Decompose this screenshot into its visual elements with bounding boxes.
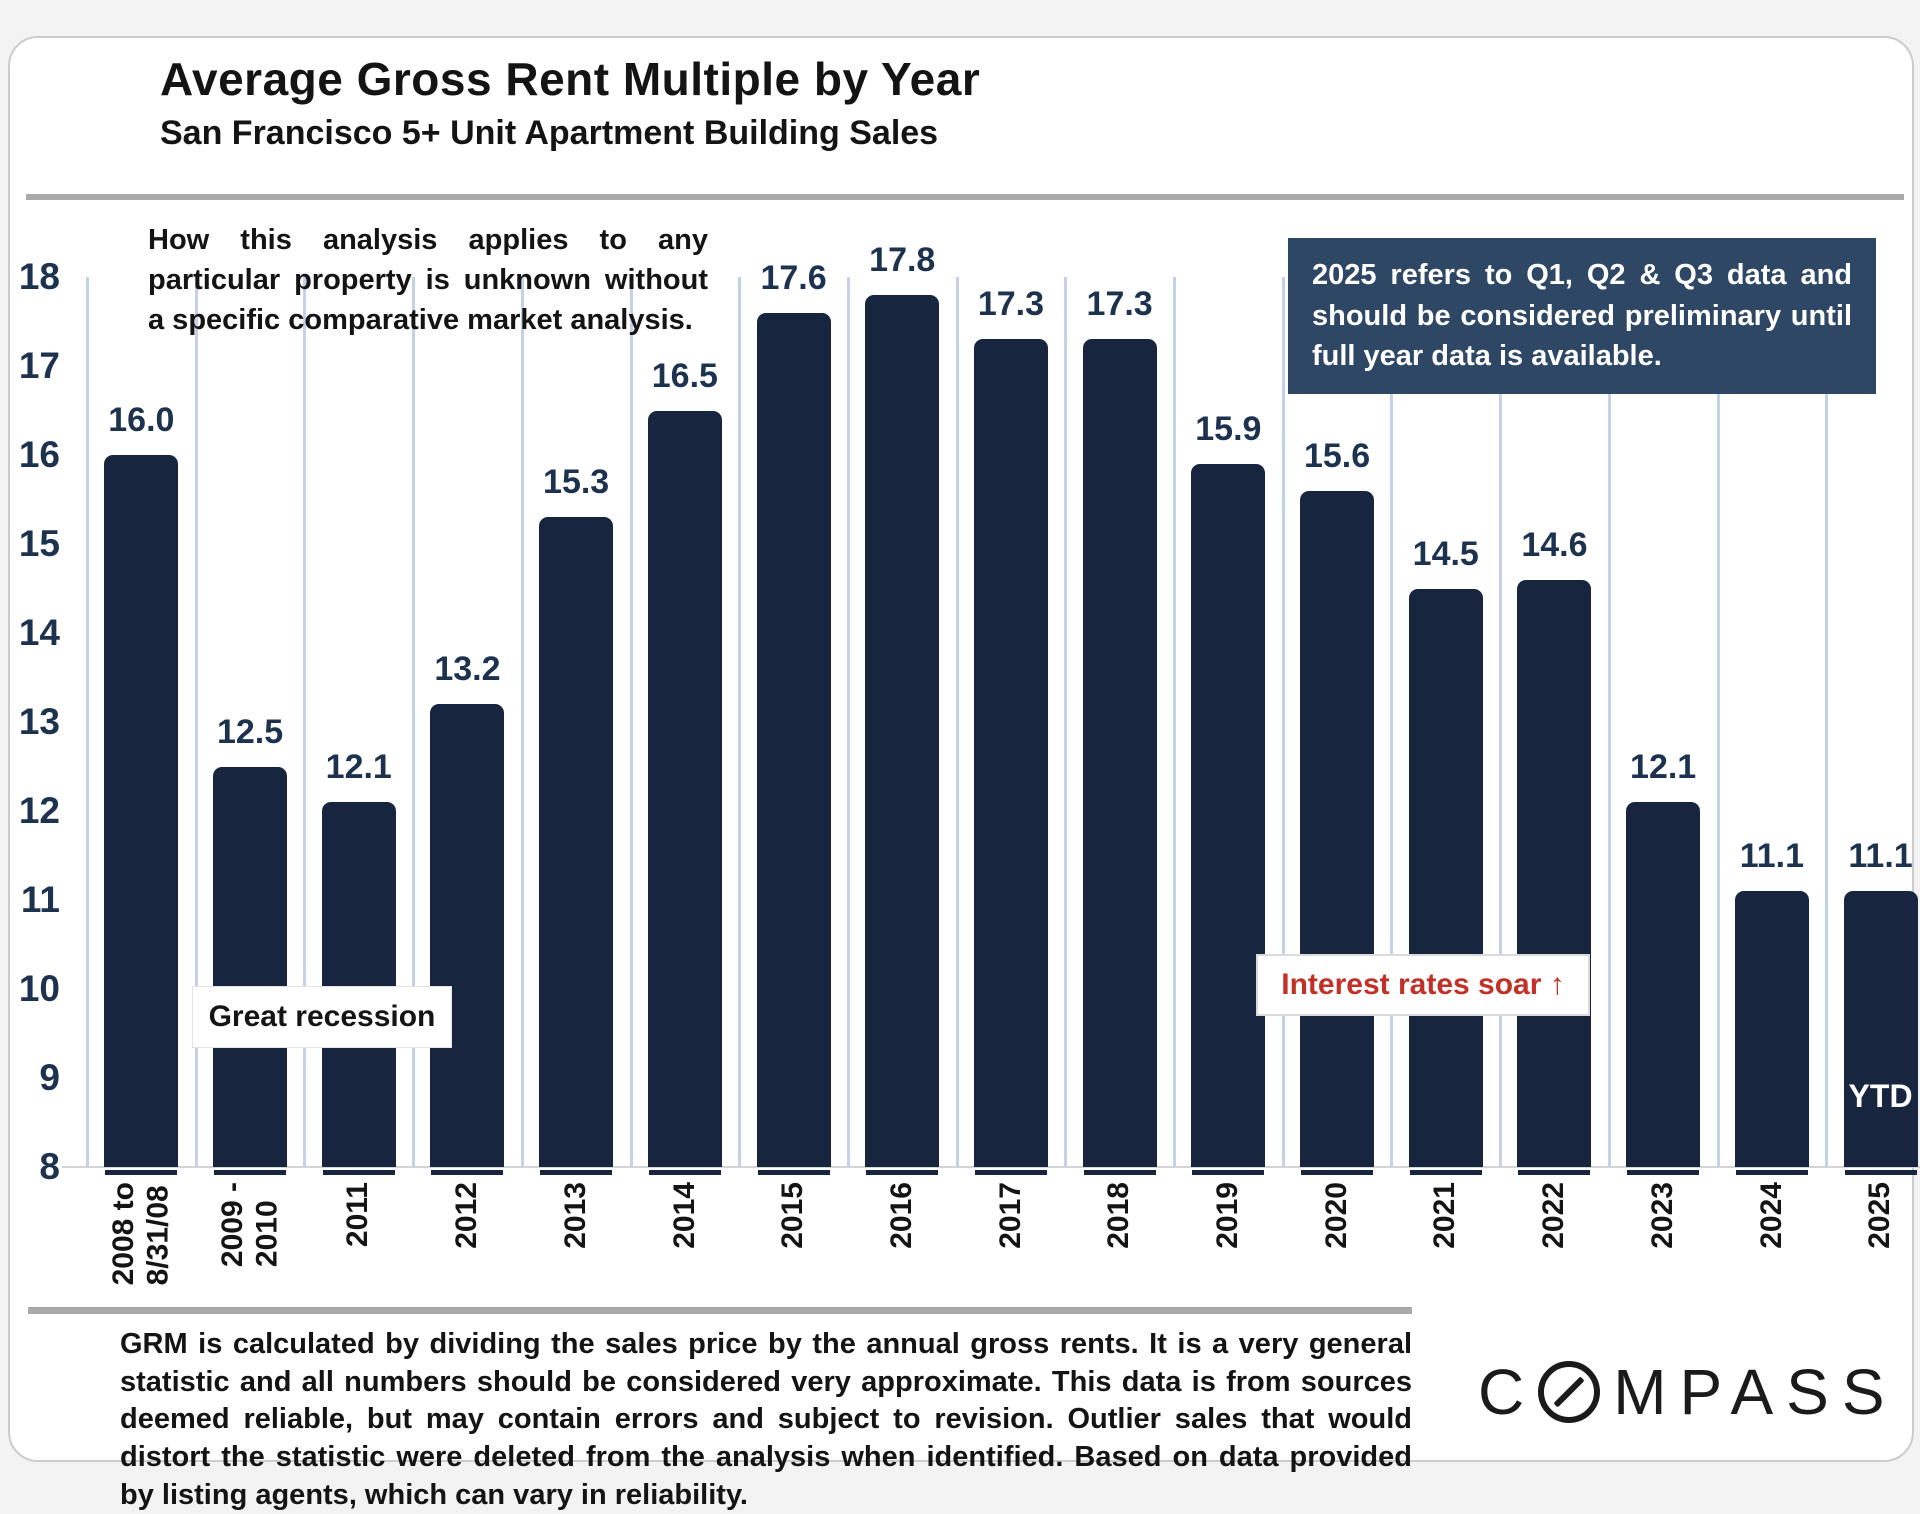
bar-2012 — [430, 704, 505, 1175]
bar-2013 — [539, 517, 614, 1175]
vertical-gridline — [1173, 277, 1176, 1167]
bar-value-label: 12.5 — [216, 712, 284, 751]
y-axis-tick-label: 14 — [18, 612, 60, 653]
ytd-label: YTD — [1848, 1078, 1913, 1114]
y-axis-tick-label: 16 — [18, 434, 60, 475]
x-axis-line — [62, 1166, 1920, 1168]
x-axis-tick-text: 2013 — [558, 1182, 592, 1249]
vertical-gridline — [412, 277, 416, 1167]
bar-value-label: 12.1 — [325, 748, 392, 787]
chart-subtitle: San Francisco 5+ Unit Apartment Building… — [160, 114, 939, 152]
preliminary-note-box: 2025 refers to Q1, Q2 & Q3 data and shou… — [1288, 238, 1876, 394]
vertical-gridline — [520, 277, 524, 1167]
bar-value-label: 17.8 — [869, 240, 936, 279]
x-axis-tick-text: 2016 — [884, 1182, 918, 1249]
y-axis-tick-label: 11 — [20, 879, 60, 920]
vertical-gridline — [86, 277, 89, 1167]
logo-letter-c: C — [1478, 1356, 1538, 1428]
vertical-gridline — [1064, 277, 1068, 1167]
x-axis-tick-text: 2009 - 2010 — [215, 1182, 284, 1268]
bar-2014 — [647, 410, 722, 1175]
vertical-gridline — [1281, 277, 1285, 1167]
footer-divider — [28, 1307, 1412, 1314]
great-recession-label: Great recession — [192, 986, 452, 1048]
x-axis-tick-text: 2020 — [1319, 1182, 1353, 1249]
bar-value-label: 14.6 — [1521, 525, 1588, 564]
bar-value-label: 11.1 — [1739, 837, 1804, 876]
analysis-note: How this analysis applies to any particu… — [148, 224, 708, 337]
bar-value-label: 13.2 — [434, 650, 501, 689]
x-axis-tick-text: 2011 — [341, 1182, 375, 1248]
x-axis-tick-text: 2023 — [1645, 1182, 1679, 1249]
x-axis-tick-text: 2014 — [667, 1182, 701, 1249]
disclaimer-text: GRM is calculated by dividing the sales … — [120, 1328, 1412, 1511]
vertical-gridline — [194, 277, 198, 1167]
bar-value-label: 17.6 — [760, 258, 827, 297]
y-axis-tick-label: 8 — [39, 1146, 60, 1187]
bar-2009-2010 — [213, 766, 288, 1175]
bar-value-label: 11.1 — [1848, 837, 1913, 876]
bar-2025 — [1843, 891, 1918, 1175]
bar-2008to8/31/08 — [104, 455, 179, 1175]
chart-title: Average Gross Rent Multiple by Year — [160, 53, 981, 105]
bar-2015 — [756, 312, 831, 1176]
x-axis-tick-text: 2025 — [1863, 1182, 1897, 1249]
plot-area: 8 9 10 11 12 13 14 15 16 17 18 16.0 2008 to 8/31/08 1… — [18, 240, 1920, 1286]
bar-2018 — [1082, 339, 1157, 1175]
y-axis-tick-label: 9 — [39, 1057, 60, 1098]
bar-2019 — [1191, 463, 1266, 1176]
bar-2020 — [1300, 490, 1375, 1176]
x-axis-tick-text: 2008 to 8/31/08 — [106, 1182, 175, 1286]
vertical-gridline — [846, 277, 850, 1167]
x-axis-tick-text: 2018 — [1102, 1182, 1136, 1249]
bar-2016 — [865, 294, 940, 1176]
bar-value-label: 16.0 — [108, 401, 175, 439]
bar-value-label: 12.1 — [1630, 748, 1697, 787]
vertical-gridline — [1716, 277, 1720, 1167]
bar-value-label: 14.5 — [1412, 534, 1479, 573]
compass-o-icon — [1538, 1361, 1601, 1423]
x-axis-tick-text: 2012 — [450, 1182, 484, 1249]
page: { "header": { "title": "Average Gross Re… — [8, 36, 1920, 1511]
x-axis-tick-text: 2021 — [1428, 1182, 1462, 1249]
x-axis-tick-text: 2019 — [1211, 1182, 1245, 1249]
bar-value-label: 17.3 — [1086, 285, 1153, 324]
vertical-gridline — [1825, 277, 1829, 1167]
y-axis-tick-label: 15 — [18, 523, 60, 564]
x-axis-tick-text: 2015 — [776, 1182, 810, 1249]
x-axis-tick-text: 2022 — [1537, 1182, 1571, 1249]
header-divider — [26, 194, 1904, 200]
vertical-gridline — [1390, 277, 1394, 1167]
bar-2011 — [321, 802, 396, 1175]
vertical-gridline — [738, 277, 742, 1167]
bar-2024 — [1734, 891, 1809, 1175]
vertical-gridline — [955, 277, 959, 1167]
bar-value-label: 16.5 — [651, 356, 718, 395]
bar-2021 — [1408, 588, 1483, 1175]
bar-value-label: 15.3 — [543, 463, 610, 502]
vertical-gridline — [303, 277, 307, 1167]
y-axis-tick-label: 10 — [18, 968, 60, 1009]
compass-logo: C MPASS — [1478, 1352, 1898, 1432]
y-axis-tick-label: 18 — [18, 256, 60, 297]
bar-value-label: 17.3 — [977, 285, 1045, 324]
bar-2017 — [973, 339, 1048, 1175]
bar-2022 — [1517, 579, 1592, 1176]
logo-letters-mpass: MPASS — [1613, 1356, 1898, 1428]
interest-rates-label: Interest rates soar ↑ — [1256, 954, 1590, 1016]
y-axis-tick-label: 12 — [18, 790, 60, 831]
bar-value-label: 15.9 — [1195, 409, 1262, 448]
y-axis-tick-label: 13 — [18, 701, 60, 742]
x-axis-tick-text: 2017 — [993, 1182, 1027, 1249]
vertical-gridline — [629, 277, 633, 1167]
vertical-gridline — [1607, 277, 1611, 1167]
bar-2023 — [1626, 802, 1701, 1175]
vertical-gridline — [1499, 277, 1503, 1167]
compass-needle-icon — [1553, 1376, 1585, 1408]
bar-value-label: 15.6 — [1303, 436, 1371, 475]
x-axis-tick-text: 2024 — [1754, 1182, 1788, 1249]
y-axis-tick-label: 17 — [18, 345, 60, 386]
